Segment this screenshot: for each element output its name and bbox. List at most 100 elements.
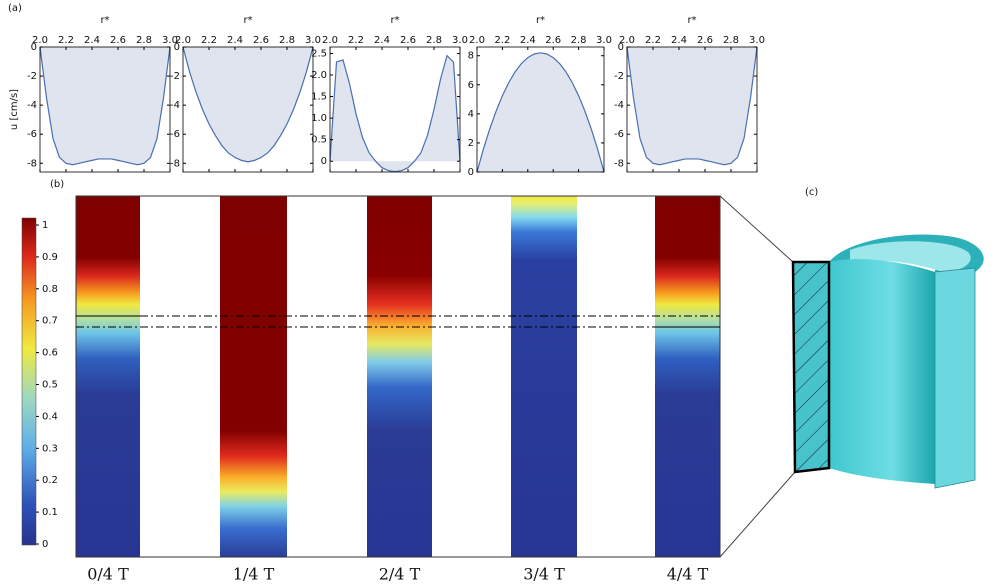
colorbar-tick-label: 0.4 <box>42 411 58 422</box>
area-line <box>626 46 758 166</box>
x-tick-label: 2.8 <box>571 35 587 46</box>
x-tick-label: 2.4 <box>520 35 536 46</box>
colorbar-tick-label: 0.8 <box>42 284 58 295</box>
x-tick-label: 3.0 <box>596 35 612 46</box>
y-tick-label: -8 <box>170 158 180 169</box>
area-line <box>476 52 605 173</box>
plot-frame <box>182 46 314 173</box>
x-axis-label: r* <box>390 15 399 26</box>
snapshot-label: 4/4 T <box>667 565 709 584</box>
heatmap-frame <box>75 195 721 558</box>
heatmap-panel <box>75 195 721 558</box>
x-tick-label: 3.0 <box>305 35 321 46</box>
x-tick-label: 2.4 <box>671 35 687 46</box>
x-tick-label: 2.6 <box>545 35 561 46</box>
y-tick-label: 0 <box>468 167 474 178</box>
y-tick-label: 1.0 <box>311 113 327 124</box>
area-line <box>39 46 171 166</box>
area-fill <box>330 55 460 172</box>
colorbar-tick-label: 0.6 <box>42 348 58 359</box>
area-line <box>182 46 314 163</box>
velocity-strip <box>76 196 140 557</box>
colorbar-tick-label: 0.3 <box>42 443 58 454</box>
x-tick-label: 2.2 <box>201 35 217 46</box>
x-tick-label: 2.0 <box>322 35 338 46</box>
x-axis-label: r* <box>687 15 696 26</box>
y-tick-label: 4 <box>468 109 474 120</box>
x-tick-label: 2.8 <box>426 35 442 46</box>
x-tick-label: 2.8 <box>136 35 152 46</box>
x-tick-label: 2.6 <box>110 35 126 46</box>
area-fill <box>183 47 313 162</box>
area-fill <box>627 47 757 165</box>
x-tick-label: 2.0 <box>619 35 635 46</box>
velocity-strip <box>367 196 432 557</box>
x-tick-label: 2.4 <box>84 35 100 46</box>
y-tick-label: 2 <box>468 138 474 149</box>
x-tick-label: 3.0 <box>162 35 178 46</box>
y-tick-label: 0 <box>321 156 327 167</box>
x-axis-label: r* <box>100 15 109 26</box>
velocity-strip <box>655 196 720 557</box>
colorbar-tick-label: 0.9 <box>42 252 58 263</box>
y-tick-label: -8 <box>27 158 37 169</box>
plot-frame <box>39 46 171 173</box>
y-axis-label: u [cm/s] <box>9 89 20 130</box>
x-tick-label: 2.4 <box>374 35 390 46</box>
y-tick-label: -2 <box>170 71 180 82</box>
velocity-strip <box>220 196 287 557</box>
snapshot-label: 0/4 T <box>87 565 129 584</box>
colorbar-tick-label: 0 <box>42 539 48 550</box>
y-tick-label: 0 <box>174 42 180 53</box>
y-tick-label: 0 <box>31 42 37 53</box>
y-tick-label: 6 <box>468 80 474 91</box>
x-tick-label: 2.6 <box>697 35 713 46</box>
snapshot-label: 3/4 T <box>523 565 565 584</box>
panel-label: (b) <box>50 179 64 190</box>
y-tick-label: 2.5 <box>311 48 327 59</box>
y-tick-label: 2.0 <box>311 70 327 81</box>
y-tick-label: 8 <box>468 51 474 62</box>
plot-frame <box>476 46 605 173</box>
x-tick-label: 3.0 <box>452 35 468 46</box>
y-tick-label: -6 <box>614 129 624 140</box>
area-line <box>329 54 461 173</box>
x-tick-label: 2.8 <box>279 35 295 46</box>
panel-label: (c) <box>805 187 818 198</box>
y-tick-label: 0 <box>618 42 624 53</box>
x-tick-label: 2.4 <box>227 35 243 46</box>
x-tick-label: 2.6 <box>400 35 416 46</box>
area-fill <box>40 47 170 165</box>
x-tick-label: 2.2 <box>58 35 74 46</box>
y-tick-label: -6 <box>27 129 37 140</box>
x-tick-label: 2.2 <box>348 35 364 46</box>
y-tick-label: -4 <box>170 100 180 111</box>
colorbar-tick-label: 0.5 <box>42 380 58 391</box>
plot-frame <box>626 46 758 173</box>
x-tick-label: 2.0 <box>32 35 48 46</box>
x-tick-label: 3.0 <box>749 35 765 46</box>
y-tick-label: -2 <box>614 71 624 82</box>
colorbar <box>21 217 37 546</box>
y-tick-label: 1.5 <box>311 92 327 103</box>
colorbar-tick-label: 1 <box>42 220 48 231</box>
panel-label: (a) <box>8 3 22 14</box>
x-tick-label: 2.0 <box>175 35 191 46</box>
x-tick-label: 2.0 <box>469 35 485 46</box>
y-tick-label: -4 <box>614 100 624 111</box>
y-tick-label: -6 <box>170 129 180 140</box>
cylinder-diagram <box>719 195 984 558</box>
colorbar-tick-label: 0.7 <box>42 316 58 327</box>
y-tick-label: -8 <box>614 158 624 169</box>
y-tick-label: -4 <box>27 100 37 111</box>
colorbar-tick-label: 0.1 <box>42 507 58 518</box>
plot-frame <box>329 46 461 173</box>
x-tick-label: 2.2 <box>645 35 661 46</box>
x-axis-label: r* <box>243 15 252 26</box>
x-axis-label: r* <box>536 15 545 26</box>
snapshot-label: 1/4 T <box>233 565 275 584</box>
snapshot-label: 2/4 T <box>379 565 421 584</box>
x-tick-label: 2.2 <box>494 35 510 46</box>
y-tick-label: 0.5 <box>311 135 327 146</box>
